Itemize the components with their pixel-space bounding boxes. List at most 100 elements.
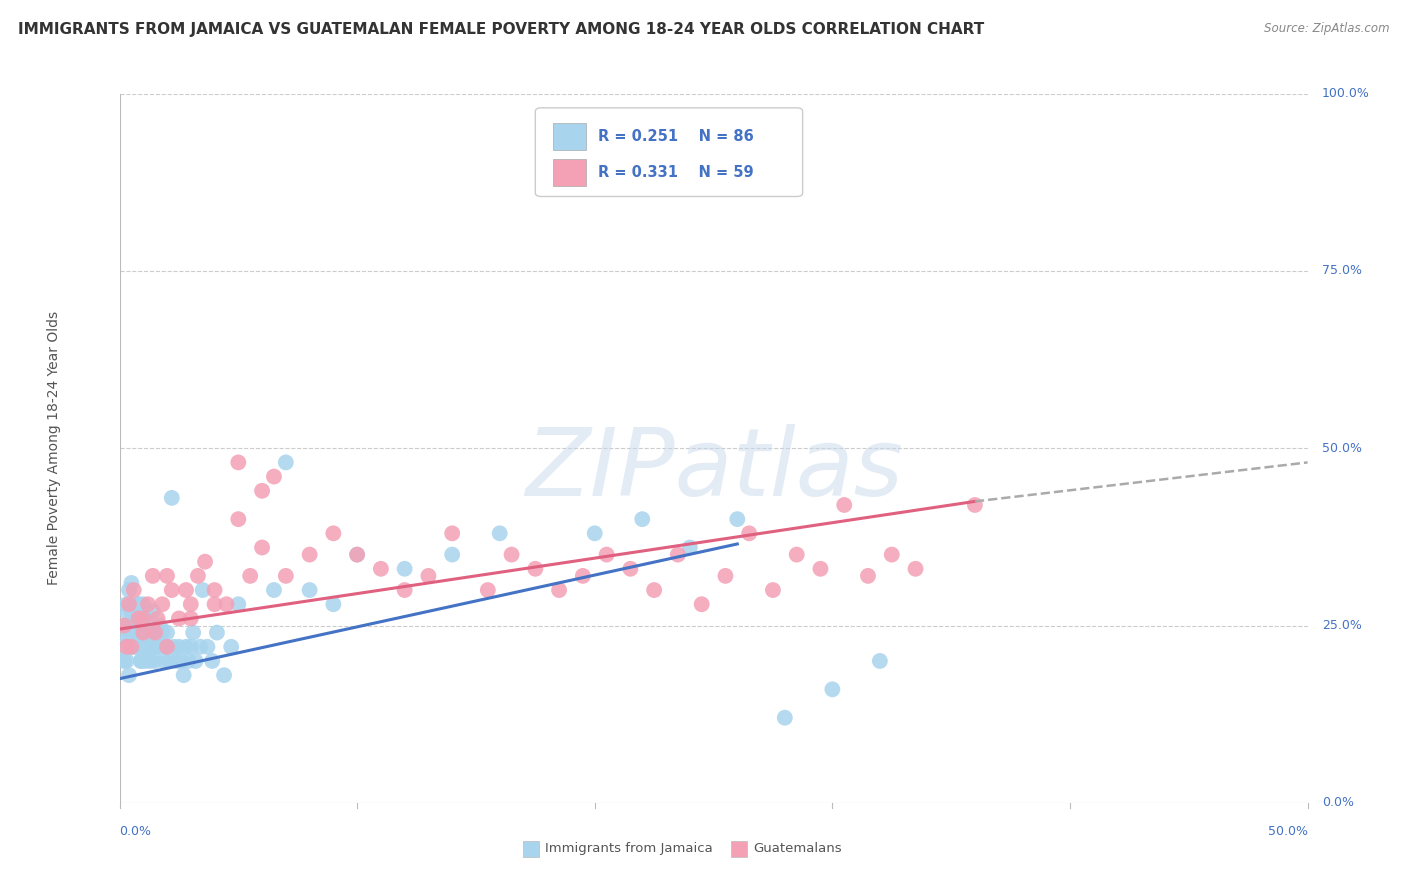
Bar xyxy=(523,841,538,856)
Point xyxy=(488,526,510,541)
Point xyxy=(118,668,141,682)
Point xyxy=(322,597,344,611)
Point xyxy=(631,512,654,526)
Point xyxy=(122,640,145,654)
Point xyxy=(180,640,202,654)
Point xyxy=(619,562,641,576)
Point xyxy=(643,583,665,598)
Point xyxy=(150,597,173,611)
Point xyxy=(167,611,190,625)
Point xyxy=(477,583,499,598)
Point xyxy=(156,625,179,640)
Point xyxy=(115,654,138,668)
Point xyxy=(184,654,207,668)
Text: R = 0.251    N = 86: R = 0.251 N = 86 xyxy=(599,129,754,145)
Point xyxy=(135,625,157,640)
Point xyxy=(228,512,250,526)
Text: Guatemalans: Guatemalans xyxy=(752,842,841,855)
Point xyxy=(166,654,188,668)
Point xyxy=(370,562,392,576)
Point xyxy=(856,569,879,583)
Point xyxy=(112,618,135,632)
Point xyxy=(146,611,169,625)
Point xyxy=(128,597,150,611)
Point xyxy=(160,583,183,598)
Point xyxy=(418,569,440,583)
Point xyxy=(170,654,193,668)
Point xyxy=(250,483,273,498)
Point xyxy=(548,583,571,598)
Point xyxy=(142,604,165,618)
FancyBboxPatch shape xyxy=(536,108,803,196)
Text: 0.0%: 0.0% xyxy=(1322,797,1354,809)
Point xyxy=(129,654,152,668)
Bar xyxy=(553,123,586,151)
Point xyxy=(128,597,150,611)
Point xyxy=(666,548,689,562)
Point xyxy=(394,583,416,598)
Point xyxy=(322,526,344,541)
Point xyxy=(142,569,165,583)
Point xyxy=(204,583,226,598)
Point xyxy=(228,455,250,469)
Point xyxy=(501,548,523,562)
Point xyxy=(132,640,155,654)
Text: IMMIGRANTS FROM JAMAICA VS GUATEMALAN FEMALE POVERTY AMONG 18-24 YEAR OLDS CORRE: IMMIGRANTS FROM JAMAICA VS GUATEMALAN FE… xyxy=(18,22,984,37)
Point xyxy=(120,604,142,618)
Point xyxy=(115,632,138,647)
Point xyxy=(150,625,173,640)
Point xyxy=(762,583,785,598)
Point xyxy=(187,569,209,583)
Bar xyxy=(553,159,586,186)
Text: 0.0%: 0.0% xyxy=(120,825,152,838)
Text: 50.0%: 50.0% xyxy=(1268,825,1308,838)
Point xyxy=(197,640,219,654)
Point xyxy=(132,640,155,654)
Point xyxy=(111,640,134,654)
Point xyxy=(146,625,169,640)
Point xyxy=(128,611,150,625)
Point xyxy=(832,498,855,512)
Point xyxy=(228,597,250,611)
Point xyxy=(180,611,202,625)
Point xyxy=(142,640,165,654)
Point xyxy=(122,625,145,640)
Point xyxy=(156,640,179,654)
Point xyxy=(174,640,197,654)
Point xyxy=(714,569,737,583)
Point xyxy=(143,625,166,640)
Point xyxy=(118,625,141,640)
Point xyxy=(298,548,321,562)
Point xyxy=(725,512,748,526)
Point xyxy=(132,611,155,625)
Point xyxy=(167,640,190,654)
Point xyxy=(441,548,464,562)
Point xyxy=(146,640,169,654)
Point xyxy=(204,597,226,611)
Point xyxy=(136,597,159,611)
Point xyxy=(149,632,172,647)
Point xyxy=(129,654,152,668)
Point xyxy=(156,569,179,583)
Point xyxy=(163,640,186,654)
Point xyxy=(181,625,204,640)
Point xyxy=(212,668,235,682)
Text: Source: ZipAtlas.com: Source: ZipAtlas.com xyxy=(1264,22,1389,36)
Point xyxy=(132,625,155,640)
Point xyxy=(963,498,986,512)
Point xyxy=(274,455,297,469)
Point xyxy=(118,583,141,598)
Text: 75.0%: 75.0% xyxy=(1322,264,1362,277)
Point xyxy=(149,618,172,632)
Text: R = 0.331    N = 59: R = 0.331 N = 59 xyxy=(599,165,754,180)
Point xyxy=(215,597,238,611)
Point xyxy=(869,654,891,668)
Point xyxy=(583,526,606,541)
Point xyxy=(239,569,262,583)
Text: Female Poverty Among 18-24 Year Olds: Female Poverty Among 18-24 Year Olds xyxy=(48,311,62,585)
Point xyxy=(139,625,162,640)
Point xyxy=(135,625,157,640)
Text: ZIPatlas: ZIPatlas xyxy=(524,424,903,515)
Point xyxy=(346,548,368,562)
Point xyxy=(904,562,927,576)
